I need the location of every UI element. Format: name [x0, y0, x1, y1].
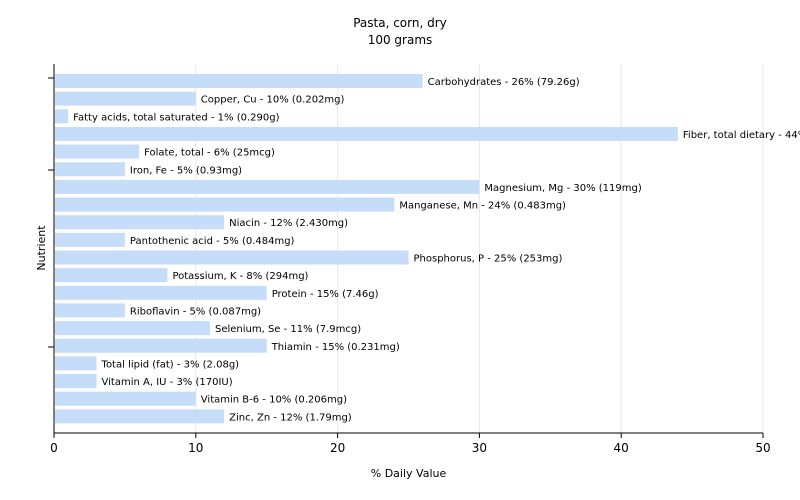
bar: [55, 374, 97, 389]
bar: [55, 126, 678, 141]
bar: [55, 250, 409, 265]
bar: [55, 215, 225, 230]
bar: [55, 268, 168, 283]
data-label: Iron, Fe - 5% (0.93mg): [130, 165, 242, 176]
data-label: Zinc, Zn - 12% (1.79mg): [229, 412, 352, 423]
bar: [55, 74, 423, 88]
bar: [55, 232, 125, 247]
data-label: Copper, Cu - 10% (0.202mg): [201, 95, 345, 106]
bar: [55, 91, 196, 106]
data-label: Vitamin A, IU - 3% (170IU): [102, 377, 233, 388]
bar: [55, 338, 267, 353]
data-label: Pantothenic acid - 5% (0.484mg): [130, 236, 295, 247]
data-label: Potassium, K - 8% (294mg): [172, 271, 308, 282]
chart-subtitle: 100 grams: [367, 33, 433, 47]
bar: [55, 391, 196, 406]
bar: [55, 303, 125, 318]
chart-title: Pasta, corn, dry: [353, 16, 447, 30]
data-label: Total lipid (fat) - 3% (2.08g): [101, 359, 240, 370]
x-tick-label: 30: [472, 441, 487, 455]
bar: [55, 144, 140, 159]
bar: [55, 162, 125, 177]
bar: [55, 321, 210, 336]
data-label: Fiber, total dietary - 44% (11.0g): [683, 130, 800, 141]
data-label: Vitamin B-6 - 10% (0.206mg): [201, 395, 347, 406]
x-axis-title: % Daily Value: [371, 467, 447, 480]
data-label: Fatty acids, total saturated - 1% (0.290…: [73, 112, 279, 123]
x-tick-label: 10: [188, 441, 203, 455]
bar: [55, 285, 267, 300]
x-tick-label: 50: [755, 441, 770, 455]
bar: [55, 179, 480, 194]
data-label: Manganese, Mn - 24% (0.483mg): [399, 201, 566, 212]
data-label: Magnesium, Mg - 30% (119mg): [484, 183, 641, 194]
data-label: Selenium, Se - 11% (7.9mcg): [215, 324, 361, 335]
bar: [55, 356, 97, 371]
bar: [55, 109, 69, 124]
bar: [55, 197, 395, 212]
data-label: Carbohydrates - 26% (79.26g): [428, 77, 580, 88]
x-tick-label: 40: [614, 441, 629, 455]
data-label: Thiamin - 15% (0.231mg): [271, 342, 400, 353]
data-label: Protein - 15% (7.46g): [272, 289, 379, 300]
data-label: Niacin - 12% (2.430mg): [229, 218, 348, 229]
x-tick-label: 20: [330, 441, 345, 455]
data-label: Riboflavin - 5% (0.087mg): [130, 306, 261, 317]
data-label: Phosphorus, P - 25% (253mg): [414, 254, 563, 265]
data-label: Folate, total - 6% (25mcg): [144, 148, 275, 159]
y-axis-title: Nutrient: [35, 225, 48, 271]
x-tick-label: 0: [50, 441, 58, 455]
bar: [55, 409, 225, 424]
